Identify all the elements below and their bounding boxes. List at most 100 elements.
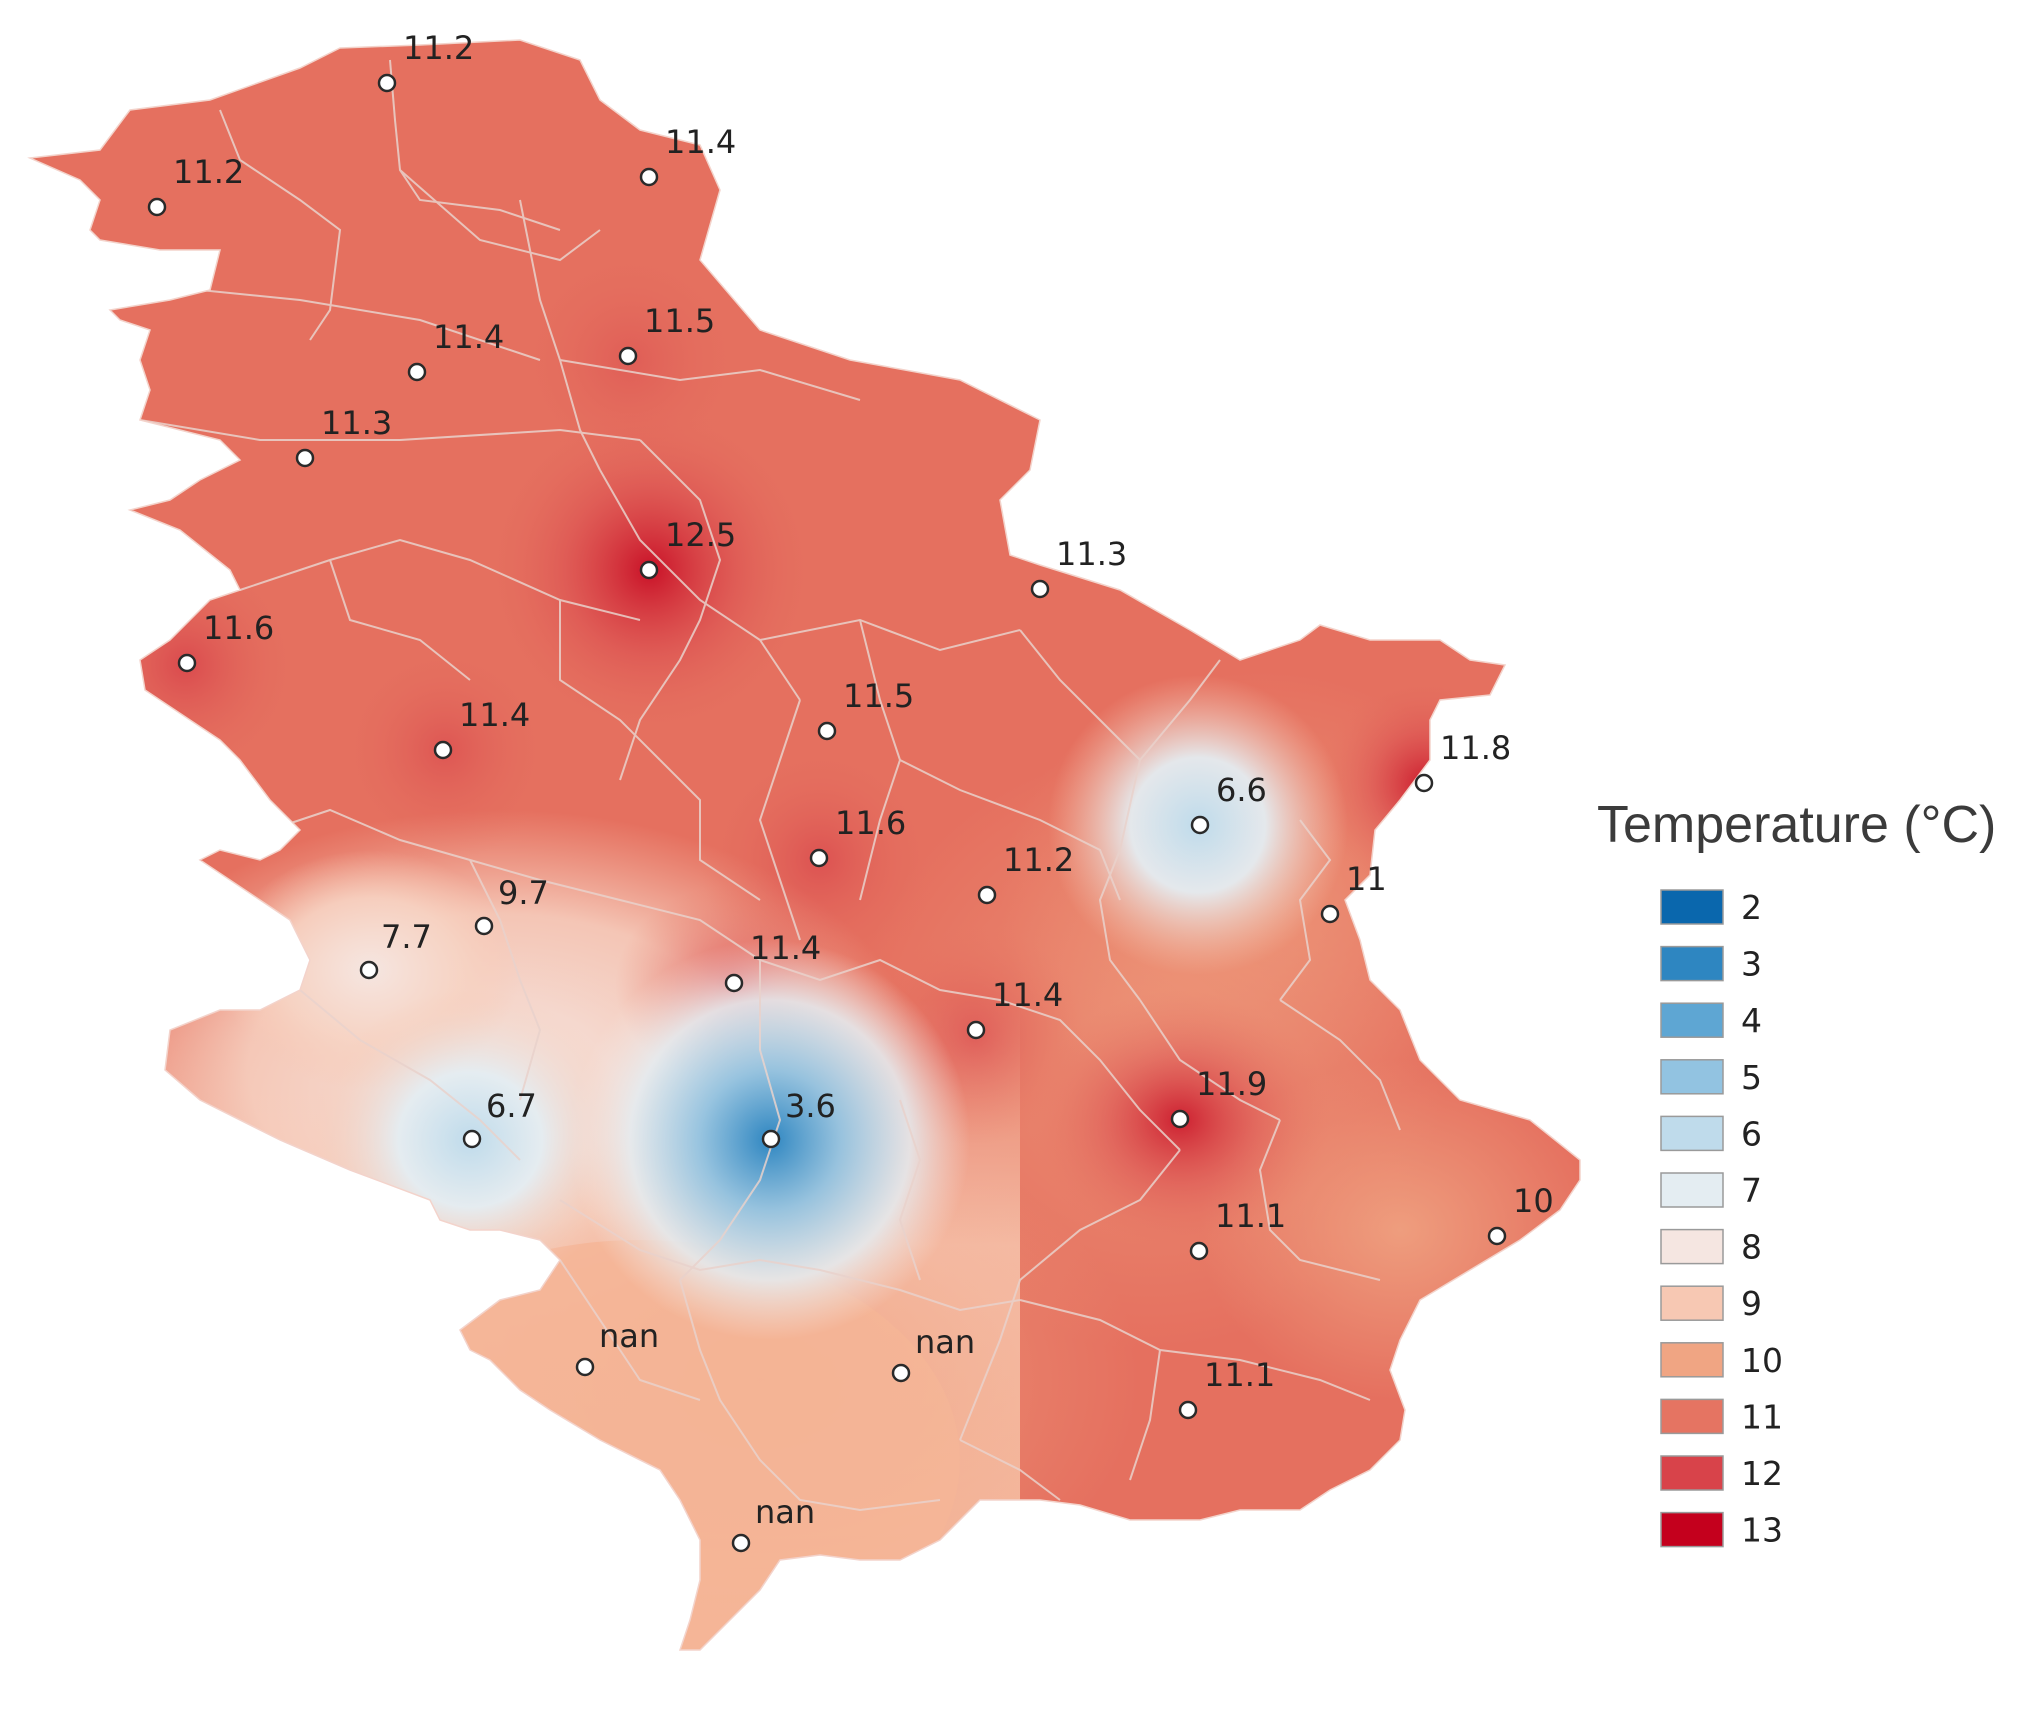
station-label: 11.2 [403, 29, 474, 67]
station-marker [1030, 579, 1050, 599]
station-marker [1190, 815, 1210, 835]
station-label: 11.4 [750, 929, 821, 967]
legend: Temperature (°C) 2 3 4 5 6 7 8 9 10 11 12 13 [1597, 796, 1996, 1550]
station-22: 3.6 [761, 1087, 836, 1149]
station-marker [1487, 1226, 1507, 1246]
station-25: nan [575, 1317, 659, 1377]
legend-swatch-5 [1660, 1059, 1724, 1095]
station-label: 11.6 [835, 804, 906, 842]
legend-swatch-10 [1660, 1342, 1724, 1378]
station-7: 11.3 [1030, 535, 1127, 599]
station-marker [462, 1129, 482, 1149]
legend-swatch-7 [1660, 1172, 1724, 1208]
station-21: 6.7 [462, 1087, 537, 1149]
station-label: 11.3 [1056, 535, 1127, 573]
station-17: 7.7 [359, 918, 432, 980]
station-marker [731, 1533, 751, 1553]
station-10: 11.5 [817, 677, 914, 741]
station-label: nan [599, 1317, 659, 1355]
station-marker [761, 1129, 781, 1149]
legend-swatch-12 [1660, 1455, 1724, 1491]
station-27: 11.1 [1178, 1356, 1275, 1420]
station-marker [724, 973, 744, 993]
legend-label-6: 6 [1741, 1114, 1762, 1153]
legend-swatch-13 [1660, 1511, 1724, 1548]
legend-label-9: 9 [1741, 1284, 1762, 1323]
legend-label-11: 11 [1741, 1397, 1783, 1436]
legend-label-7: 7 [1741, 1171, 1762, 1210]
district-boundaries [99, 59, 1401, 1512]
station-marker [891, 1363, 911, 1383]
legend-swatch-6 [1660, 1115, 1724, 1152]
station-label: 11.4 [459, 696, 530, 734]
station-label: 6.6 [1216, 771, 1267, 809]
station-marker [639, 167, 659, 187]
legend-swatch-4 [1660, 1002, 1724, 1038]
legend-swatch-2 [1660, 889, 1724, 925]
legend-label-12: 12 [1741, 1454, 1783, 1493]
station-marker [433, 740, 453, 760]
station-5: 11.3 [295, 404, 392, 468]
legend-swatch-3 [1660, 945, 1724, 982]
station-2: 11.4 [639, 123, 736, 187]
station-marker [817, 721, 837, 741]
legend-label-10: 10 [1741, 1341, 1783, 1380]
legend-swatch-11 [1660, 1398, 1724, 1435]
station-28: nan [731, 1493, 815, 1553]
station-16: 9.7 [474, 874, 549, 936]
station-23: 11.1 [1189, 1197, 1286, 1261]
station-marker [1189, 1241, 1209, 1261]
legend-label-5: 5 [1741, 1058, 1762, 1097]
station-18: 11.4 [724, 929, 821, 993]
station-marker [377, 73, 397, 93]
station-marker [1320, 904, 1340, 924]
station-label: 11.1 [1215, 1197, 1286, 1235]
legend-swatch-9 [1660, 1285, 1724, 1321]
station-6: 12.5 [639, 516, 736, 580]
station-marker [295, 448, 315, 468]
station-4: 11.5 [618, 302, 715, 366]
station-label: 12.5 [665, 516, 736, 554]
station-13: 11.6 [809, 804, 906, 868]
station-3: 11.4 [407, 318, 504, 382]
station-label: nan [915, 1323, 975, 1361]
station-marker [1178, 1400, 1198, 1420]
station-marker [407, 362, 427, 382]
station-marker [618, 346, 638, 366]
station-marker [359, 960, 379, 980]
station-15: 11 [1320, 860, 1387, 924]
station-24: 10 [1487, 1182, 1554, 1246]
legend-items: 2 3 4 5 6 7 8 9 10 11 12 13 [1660, 888, 1783, 1550]
legend-label-8: 8 [1741, 1228, 1762, 1267]
station-0: 11.2 [377, 29, 474, 93]
station-label: 11.3 [321, 404, 392, 442]
station-label: 11.4 [992, 976, 1063, 1014]
station-marker [474, 916, 494, 936]
station-marker [977, 885, 997, 905]
station-label: 11.5 [843, 677, 914, 715]
station-label: 11.2 [173, 153, 244, 191]
station-label: 3.6 [785, 1087, 836, 1125]
station-marker [177, 653, 197, 673]
legend-label-4: 4 [1741, 1001, 1762, 1040]
station-marker [966, 1020, 986, 1040]
station-label: 11.8 [1440, 729, 1511, 767]
station-12: 6.6 [1190, 771, 1267, 835]
station-label: nan [755, 1493, 815, 1531]
station-label: 11.1 [1204, 1356, 1275, 1394]
station-14: 11.2 [977, 841, 1074, 905]
station-label: 11.5 [644, 302, 715, 340]
station-1: 11.2 [147, 153, 244, 217]
station-marker [1414, 773, 1434, 793]
legend-label-13: 13 [1741, 1511, 1783, 1550]
station-label: 7.7 [381, 918, 432, 956]
station-marker [575, 1357, 595, 1377]
legend-label-3: 3 [1741, 945, 1762, 984]
station-11: 11.8 [1414, 729, 1511, 793]
legend-label-2: 2 [1741, 888, 1762, 927]
station-label: 11.2 [1003, 841, 1074, 879]
station-label: 11.4 [665, 123, 736, 161]
station-label: 9.7 [498, 874, 549, 912]
station-label: 11.4 [433, 318, 504, 356]
